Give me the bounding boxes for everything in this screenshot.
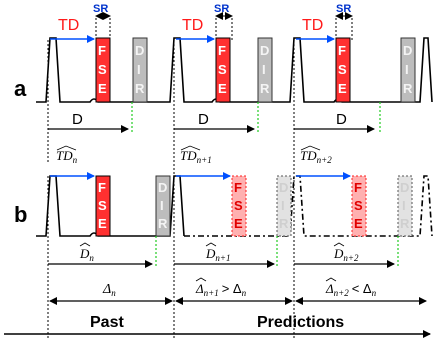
sr-label-3: SR xyxy=(336,3,351,15)
svg-text:E: E xyxy=(98,81,107,96)
svg-text:I: I xyxy=(402,198,406,213)
svg-text:Δn+1> Δn: Δn+1 > Δn xyxy=(195,281,247,298)
delta-n-label: Δn xyxy=(102,282,116,298)
svg-text:Dn+1: Dn+1 xyxy=(205,246,230,263)
dir-block-b1: D I R xyxy=(155,175,171,237)
row-b-label: b xyxy=(14,202,27,227)
fse-block-a1: F S E xyxy=(95,37,111,103)
svg-text:D: D xyxy=(279,180,288,195)
svg-text:D: D xyxy=(135,43,144,58)
svg-text:I: I xyxy=(262,62,266,77)
svg-text:I: I xyxy=(160,198,164,213)
svg-text:TDn+1: TDn+1 xyxy=(180,148,212,165)
svg-text:F: F xyxy=(234,180,242,195)
svg-text:Δn+2< Δn: Δn+2 < Δn xyxy=(325,281,377,298)
svg-text:E: E xyxy=(354,216,363,231)
svg-text:R: R xyxy=(279,216,289,231)
fse-block-a2: F S E xyxy=(215,37,231,103)
svg-text:I: I xyxy=(281,198,285,213)
svg-text:S: S xyxy=(98,198,107,213)
svg-text:R: R xyxy=(158,216,168,231)
fse-block-b3: F S E xyxy=(351,175,367,237)
delta-n1-label: Δn+1 > Δn xyxy=(195,277,247,298)
svg-text:D: D xyxy=(403,43,412,58)
svg-text:Dn+2: Dn+2 xyxy=(333,246,359,263)
row-a-label: a xyxy=(14,76,27,101)
svg-text:S: S xyxy=(234,198,243,213)
dir-block-b2: D I R xyxy=(276,175,292,237)
td-hat-label-1: TDn xyxy=(56,145,78,165)
fse-block-a3: F S E xyxy=(335,37,351,103)
svg-text:S: S xyxy=(338,62,347,77)
svg-text:R: R xyxy=(400,216,410,231)
dir-block-a1: D I R xyxy=(132,37,148,103)
dir-block-a3: D I R xyxy=(400,37,416,103)
sr-label-2: SR xyxy=(214,3,229,15)
svg-text:F: F xyxy=(218,43,226,58)
td-label-2: TD xyxy=(182,17,203,34)
svg-text:E: E xyxy=(218,81,227,96)
td-hat-label-2: TDn+1 xyxy=(180,145,212,165)
svg-text:S: S xyxy=(218,62,227,77)
svg-text:F: F xyxy=(354,180,362,195)
svg-text:S: S xyxy=(354,198,363,213)
svg-text:I: I xyxy=(137,62,141,77)
svg-text:E: E xyxy=(338,81,347,96)
svg-text:I: I xyxy=(405,62,409,77)
td-label-3: TD xyxy=(302,17,323,34)
sr-label-1: SR xyxy=(93,3,108,15)
svg-text:D: D xyxy=(400,180,409,195)
svg-text:D: D xyxy=(260,43,269,58)
svg-text:TDn+2: TDn+2 xyxy=(300,148,332,165)
svg-text:F: F xyxy=(98,180,106,195)
fse-block-b1: F S E xyxy=(95,175,111,237)
delta-n2-label: Δn+2 < Δn xyxy=(325,277,377,298)
svg-text:F: F xyxy=(338,43,346,58)
row-a-dotted-guides xyxy=(47,18,353,338)
svg-text:R: R xyxy=(403,81,413,96)
d-label-a3: D xyxy=(336,111,347,128)
svg-text:R: R xyxy=(260,81,270,96)
td-label-1: TD xyxy=(58,17,79,34)
d-hat-label-2: Dn+1 xyxy=(205,242,230,263)
svg-text:D: D xyxy=(158,180,167,195)
svg-text:E: E xyxy=(98,216,107,231)
svg-text:TDn: TDn xyxy=(56,148,78,165)
d-hat-label-1: Dn xyxy=(79,242,94,263)
svg-text:F: F xyxy=(98,43,106,58)
d-label-a2: D xyxy=(198,111,209,128)
dir-block-a2: D I R xyxy=(257,37,273,103)
past-label: Past xyxy=(90,314,124,331)
svg-text:S: S xyxy=(98,62,107,77)
td-hat-label-3: TDn+2 xyxy=(300,145,332,165)
d-label-a1: D xyxy=(72,111,83,128)
dir-block-b3: D I R xyxy=(397,175,413,237)
fse-block-b2: F S E xyxy=(231,175,247,237)
row-a-waveform xyxy=(36,37,433,103)
svg-text:E: E xyxy=(234,216,243,231)
svg-text:R: R xyxy=(135,81,145,96)
svg-text:Dn: Dn xyxy=(79,246,94,263)
predictions-label: Predictions xyxy=(257,314,344,331)
d-hat-label-3: Dn+2 xyxy=(333,242,359,263)
